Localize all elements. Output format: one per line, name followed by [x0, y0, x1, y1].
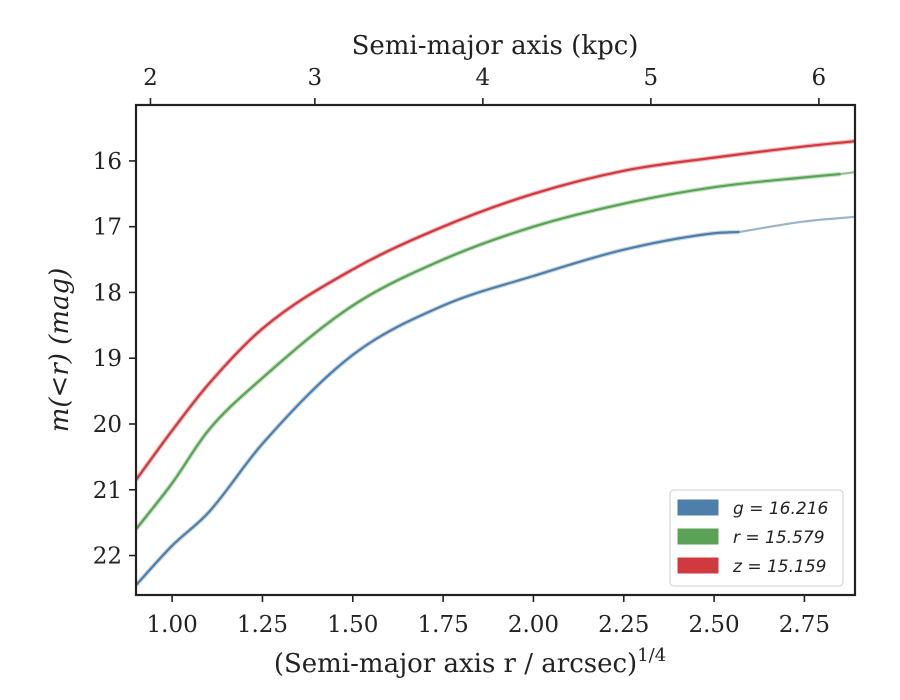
legend-swatch-r — [677, 528, 719, 545]
y-tick-label: 19 — [93, 346, 122, 372]
y-tick-label: 21 — [93, 478, 122, 504]
x-tick-label: 2.50 — [688, 612, 739, 638]
legend: g = 16.216 r = 15.579 z = 15.159 — [669, 489, 844, 587]
top-x-tick-label: 4 — [476, 65, 491, 91]
y-tick-label: 16 — [93, 149, 122, 175]
top-x-tick-label: 3 — [308, 65, 323, 91]
y-axis-title: m(<r) (mag) — [45, 268, 75, 433]
legend-swatch-g — [677, 499, 719, 516]
series-g-line — [136, 230, 740, 586]
x-tick-label: 1.75 — [418, 612, 469, 638]
axes: 1.00 1.25 1.50 1.75 2.00 2.25 2.50 2.75 16 17 18 19… — [93, 65, 857, 638]
top-x-tick-label: 6 — [812, 65, 827, 91]
axes-frame — [134, 103, 857, 597]
legend-label-r: r = 15.579 — [733, 528, 825, 548]
x-tick-label: 2.00 — [508, 612, 559, 638]
y-tick-label: 20 — [93, 412, 122, 438]
bottom-axis-title: (Semi-major axis r / arcsec)1/4 — [274, 645, 666, 679]
series-r-model-line — [840, 170, 855, 176]
x-tick-label: 1.50 — [327, 612, 378, 638]
y-tick-label: 18 — [93, 280, 122, 306]
legend-label-z: z = 15.159 — [732, 557, 826, 577]
legend-swatch-z — [677, 557, 719, 574]
top-x-tick-label: 2 — [143, 65, 158, 91]
series-r-line — [136, 172, 841, 530]
x-tick-label: 1.00 — [147, 612, 198, 638]
bottom-axis-title-exponent: 1/4 — [637, 645, 666, 666]
top-x-tick-label: 5 — [644, 65, 659, 91]
legend-label-g: g = 16.216 — [733, 499, 829, 519]
x-tick-label: 2.75 — [779, 612, 830, 638]
series-g-model-line — [739, 215, 855, 234]
top-axis-title: Semi-major axis (kpc) — [352, 31, 639, 61]
plot-area — [136, 138, 855, 587]
series-z-line — [136, 140, 855, 481]
x-tick-label: 2.25 — [598, 612, 649, 638]
curves — [136, 138, 855, 587]
y-tick-label: 17 — [93, 215, 122, 241]
bottom-axis-title-main: (Semi-major axis r / arcsec) — [274, 649, 637, 679]
x-tick-label: 1.25 — [237, 612, 288, 638]
y-tick-label: 22 — [93, 544, 122, 570]
